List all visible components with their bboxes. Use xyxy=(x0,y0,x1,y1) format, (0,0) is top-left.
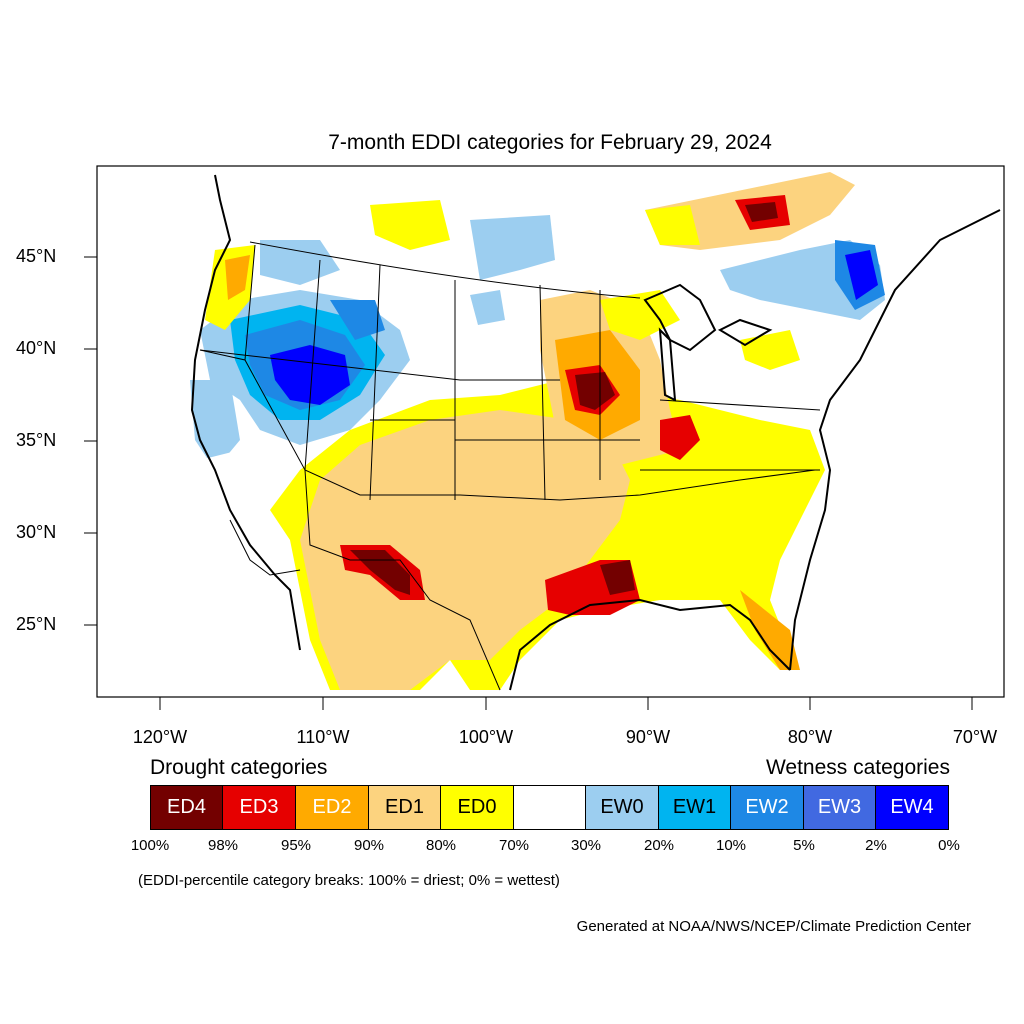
percentile-label: 2% xyxy=(865,837,887,854)
percentile-label: 20% xyxy=(643,837,675,854)
legend-label: EW2 xyxy=(745,796,789,818)
boundary-lines xyxy=(199,241,821,691)
coastline xyxy=(190,174,1001,691)
legend-box-ew1: EW1 xyxy=(659,785,731,830)
map-title: 7-month EDDI categories for February 29,… xyxy=(328,131,772,154)
lon-label-90: 90°W xyxy=(625,727,671,747)
category-fill-layer xyxy=(190,172,885,690)
legend-bar: ED4 ED3 ED2 ED1 ED0 EW0 EW1 EW2 EW3 EW4 xyxy=(150,785,949,830)
percentile-label: 98% xyxy=(207,837,239,854)
legend-box-ew2: EW2 xyxy=(731,785,804,830)
legend-box-ed2: ED2 xyxy=(296,785,369,830)
percentile-label: 0% xyxy=(938,837,960,854)
percentile-label: 70% xyxy=(498,837,530,854)
percentile-label: 80% xyxy=(425,837,457,854)
percentile-label: 30% xyxy=(570,837,602,854)
legend-label: EW1 xyxy=(672,796,717,818)
drought-heading: Drought categories xyxy=(150,756,328,779)
legend-box-ed3: ED3 xyxy=(223,785,296,830)
legend-label: ED0 xyxy=(457,796,497,818)
lat-label-40: 40°N xyxy=(16,338,57,358)
legend-box-ew0: EW0 xyxy=(586,785,659,830)
wetness-heading: Wetness categories xyxy=(765,756,950,779)
lat-label-35: 35°N xyxy=(16,430,57,450)
legend-label: EW3 xyxy=(817,796,862,818)
legend-label: EW4 xyxy=(890,796,934,818)
legend-label: ED3 xyxy=(239,796,279,818)
tick-marks xyxy=(84,256,973,710)
lat-label-45: 45°N xyxy=(16,246,57,266)
legend-label: EW0 xyxy=(600,796,644,818)
legend-label: ED1 xyxy=(385,796,424,818)
legend-box-ew4: EW4 xyxy=(876,785,949,830)
legend-label: ED2 xyxy=(312,796,352,818)
legend-box-ew3: EW3 xyxy=(804,785,876,830)
lon-label-100: 100°W xyxy=(458,727,514,747)
legend-box-ed4: ED4 xyxy=(150,785,223,830)
legend-box-ed1: ED1 xyxy=(369,785,441,830)
percentile-label: 95% xyxy=(280,837,312,854)
lon-label-70: 70°W xyxy=(952,727,998,747)
percentile-label: 5% xyxy=(793,837,815,854)
lon-label-110: 110°W xyxy=(296,727,350,747)
credit-line: Generated at NOAA/NWS/NCEP/Climate Predi… xyxy=(576,918,971,935)
lat-label-30: 30°N xyxy=(16,522,57,542)
map-frame xyxy=(96,165,1005,698)
percentile-label: 90% xyxy=(353,837,385,854)
lon-label-120: 120°W xyxy=(132,727,188,747)
lon-label-80: 80°W xyxy=(787,727,833,747)
lat-label-25: 25°N xyxy=(16,614,57,634)
percentile-label: 100% xyxy=(130,837,170,854)
legend-label: ED4 xyxy=(167,796,206,818)
legend-box-neutral xyxy=(514,785,586,830)
percentile-label: 10% xyxy=(715,837,747,854)
legend-box-ed0: ED0 xyxy=(441,785,514,830)
category-note: (EDDI-percentile category breaks: 100% =… xyxy=(138,872,560,889)
